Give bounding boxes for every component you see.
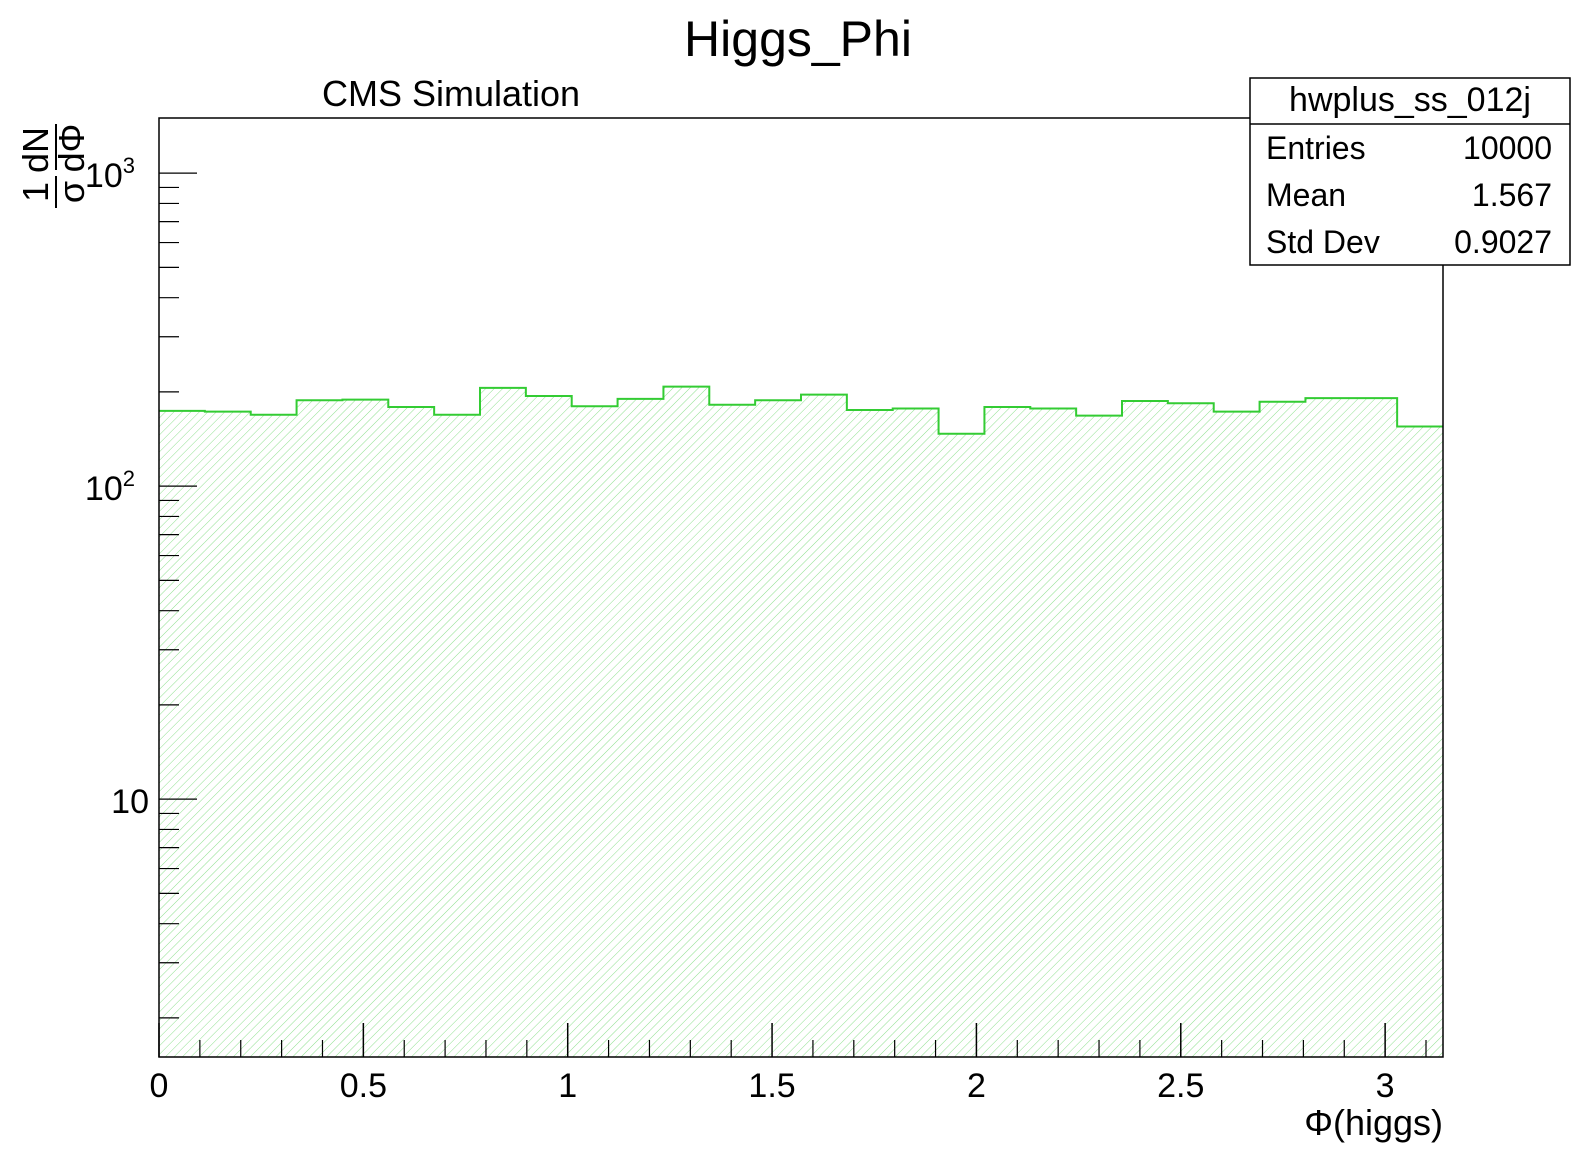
- stats-stddev-label: Std Dev: [1266, 224, 1380, 260]
- histogram-bin: [525, 396, 572, 1057]
- histogram-bin: [1397, 426, 1443, 1058]
- stats-mean-label: Mean: [1266, 177, 1346, 213]
- histogram-bin: [296, 400, 343, 1057]
- histogram-bin: [1213, 411, 1260, 1057]
- stats-entries-value: 10000: [1463, 130, 1552, 166]
- histogram-bin: [1122, 401, 1168, 1057]
- histogram-bin: [434, 414, 480, 1057]
- chart-subtitle: CMS Simulation: [322, 73, 580, 114]
- x-tick-label: 0.5: [340, 1067, 387, 1105]
- y-tick-label: 103: [85, 153, 135, 195]
- y-axis-label: 1 σ dN dΦ: [15, 124, 92, 208]
- histogram-bin: [938, 433, 985, 1058]
- histogram-bin: [1259, 401, 1306, 1057]
- y-tick-label: 10: [111, 783, 149, 821]
- histogram-bin: [846, 410, 893, 1057]
- histogram-bin: [1167, 403, 1214, 1057]
- histogram-bin: [984, 406, 1031, 1057]
- histogram-bin: [204, 411, 251, 1057]
- chart-title: Higgs_Phi: [684, 11, 912, 67]
- stats-stddev-value: 0.9027: [1454, 224, 1552, 260]
- histogram-bin: [1030, 408, 1077, 1057]
- x-tick-label: 1: [558, 1067, 577, 1105]
- x-tick-label: 3: [1376, 1067, 1395, 1105]
- x-tick-label: 2.5: [1157, 1067, 1204, 1105]
- axes: 0 0.5 1 1.5 2 2.5 3 10 102 103: [85, 117, 1444, 1105]
- stats-box: hwplus_ss_012j Entries 10000 Mean 1.567 …: [1249, 77, 1571, 266]
- histogram-bin: [250, 414, 297, 1057]
- histogram-bin: [480, 387, 526, 1058]
- histogram-bin: [709, 404, 756, 1057]
- stats-mean-value: 1.567: [1472, 177, 1552, 213]
- histogram-outline: [159, 385, 1443, 435]
- histogram-bin: [892, 408, 939, 1057]
- histogram-bin: [1076, 415, 1122, 1058]
- y-tick-label: 102: [85, 466, 135, 508]
- histogram-bin: [571, 406, 618, 1057]
- x-tick-label: 0: [150, 1067, 169, 1105]
- histogram-bin: [1305, 398, 1352, 1058]
- stats-title: hwplus_ss_012j: [1289, 81, 1531, 119]
- histogram-bin: [342, 399, 389, 1058]
- histogram-bin: [159, 410, 205, 1057]
- histogram-bin: [1351, 398, 1398, 1058]
- histogram-bin: [388, 406, 435, 1057]
- y-label-prefix: 1: [15, 182, 56, 202]
- stats-entries-label: Entries: [1266, 130, 1366, 166]
- plot-frame: [158, 117, 1444, 1058]
- y-label-den: dΦ: [51, 124, 92, 173]
- x-tick-label: 1.5: [748, 1067, 795, 1105]
- y-label-prefix-den: σ: [51, 181, 92, 203]
- histogram-bin: [801, 394, 847, 1058]
- x-axis-label: Φ(higgs): [1304, 1102, 1443, 1143]
- histogram-bin: [617, 398, 664, 1057]
- histogram-bin: [755, 400, 801, 1057]
- histogram-bin: [663, 386, 710, 1057]
- histogram-series: [159, 385, 1443, 1058]
- y-label-num: dN: [15, 127, 56, 173]
- x-tick-label: 2: [967, 1067, 986, 1105]
